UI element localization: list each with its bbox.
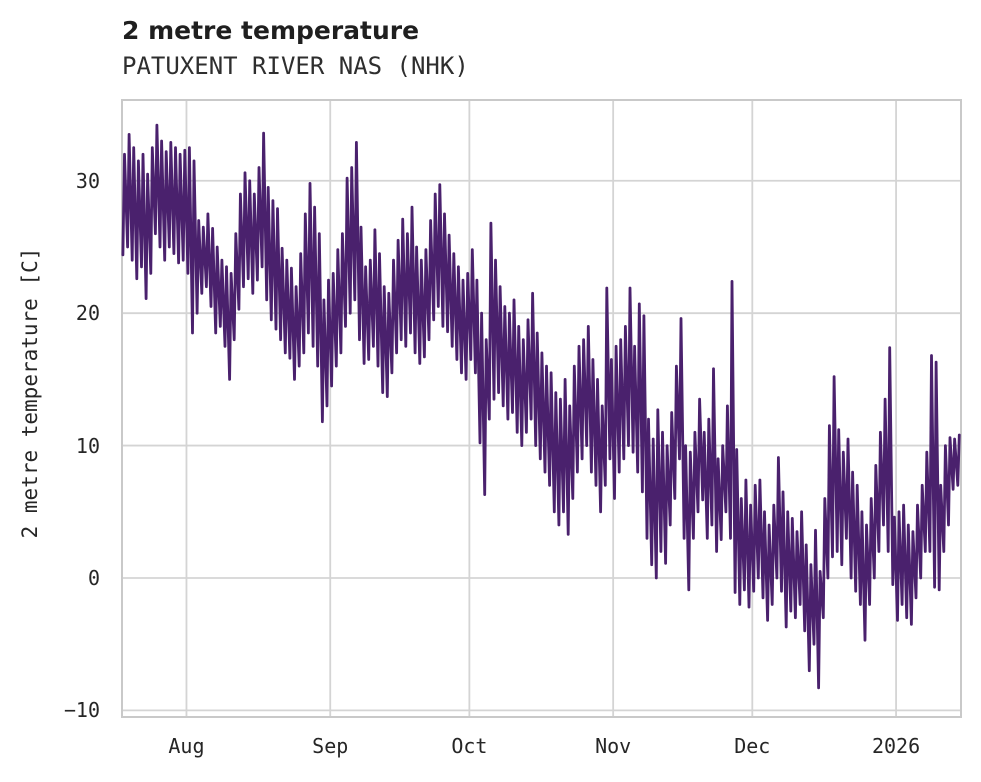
x-tick-label: 2026 — [871, 734, 921, 758]
y-tick-label: −10 — [63, 698, 100, 723]
chart-title: 2 metre temperature — [122, 16, 420, 45]
x-tick-label: Nov — [595, 734, 632, 758]
x-tick-label: Sep — [312, 734, 349, 758]
y-tick-label: 20 — [75, 301, 100, 326]
y-tick-label: 30 — [75, 168, 100, 193]
chart-subtitle: PATUXENT RIVER NAS (NHK) — [122, 52, 469, 80]
y-tick-label: 10 — [75, 433, 100, 458]
plot-border — [121, 99, 962, 718]
x-tick-label: Aug — [168, 734, 205, 758]
x-tick-label: Oct — [451, 734, 488, 758]
y-tick-label: 0 — [87, 565, 100, 590]
x-tick-label: Dec — [734, 734, 771, 758]
temperature-line — [121, 123, 961, 690]
